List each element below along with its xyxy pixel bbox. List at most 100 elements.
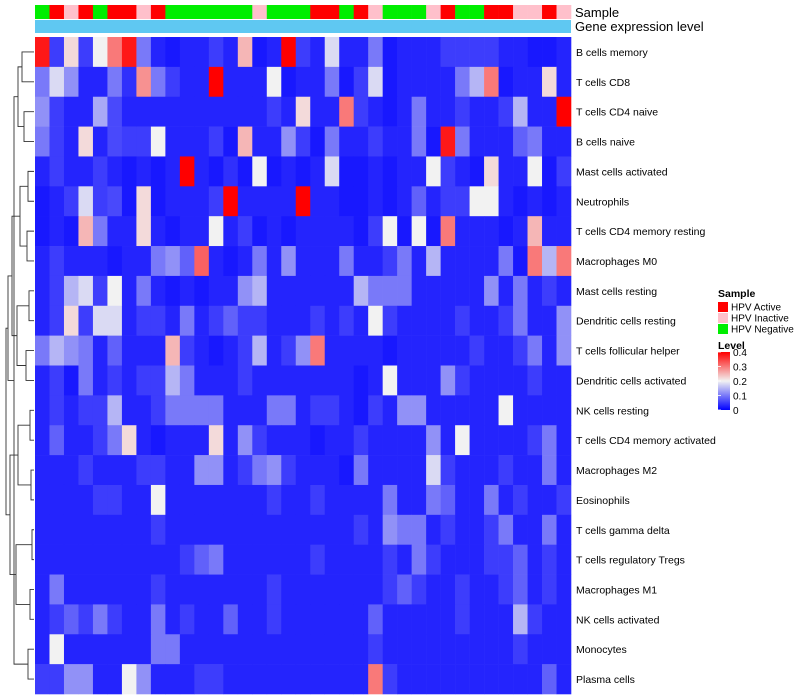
heatmap-cell: [150, 275, 166, 307]
sample-annotation-cell: [513, 5, 528, 19]
heatmap-cell: [455, 664, 470, 695]
row-label: NK cells activated: [576, 614, 660, 626]
heatmap-cell: [281, 514, 297, 545]
heatmap-cell: [63, 335, 79, 366]
heatmap-cell: [513, 216, 528, 247]
sample-annotation-cell: [92, 5, 108, 19]
heatmap-cell: [208, 246, 224, 277]
heatmap-cell: [49, 156, 65, 187]
heatmap-cell: [397, 126, 412, 157]
heatmap-cell: [484, 305, 499, 336]
heatmap-cell: [295, 514, 311, 545]
heatmap-cell: [382, 156, 398, 187]
heatmap-cell: [49, 246, 65, 277]
heatmap-cell: [194, 455, 210, 486]
heatmap-cell: [208, 156, 224, 187]
heatmap-cell: [469, 574, 485, 605]
heatmap-cell: [440, 216, 456, 247]
heatmap-cell: [556, 604, 572, 635]
sample-annotation-cell: [469, 5, 485, 19]
heatmap-cell: [469, 395, 485, 426]
dendrogram-branch: [17, 424, 31, 486]
heatmap-cell: [78, 246, 94, 277]
heatmap-cell: [469, 186, 485, 217]
heatmap-cell: [179, 186, 195, 217]
heatmap-cell: [339, 634, 355, 665]
heatmap-cell: [266, 604, 282, 635]
heatmap-cell: [78, 395, 94, 426]
heatmap-cell: [107, 66, 123, 98]
heatmap-cell: [353, 514, 369, 545]
heatmap-cell: [484, 96, 499, 127]
heatmap-cell: [237, 395, 253, 426]
heatmap-cell: [542, 455, 557, 486]
heatmap-cell: [542, 126, 557, 157]
heatmap-cell: [179, 216, 195, 247]
heatmap-cell: [165, 514, 181, 545]
heatmap-cell: [353, 484, 369, 516]
heatmap-cell: [208, 574, 224, 605]
heatmap-cell: [194, 246, 210, 277]
heatmap-cell: [382, 425, 398, 456]
heatmap-cell: [513, 37, 528, 68]
sample-annotation-cell: [310, 5, 326, 19]
heatmap-cell: [469, 604, 485, 635]
heatmap-cell: [208, 455, 224, 486]
heatmap-cell: [35, 335, 50, 366]
heatmap-cell: [165, 216, 181, 247]
heatmap-cell: [527, 156, 543, 187]
heatmap-cell: [542, 186, 557, 217]
heatmap-cell: [295, 544, 311, 575]
heatmap-cell: [397, 514, 412, 545]
heatmap-cell: [339, 455, 355, 486]
heatmap-cell: [426, 604, 441, 635]
heatmap-cell: [208, 335, 224, 366]
heatmap-cell: [266, 96, 282, 127]
heatmap-cell: [310, 335, 326, 366]
dendrogram-branch: [28, 290, 34, 322]
heatmap-cell: [397, 96, 412, 127]
heatmap-cell: [92, 37, 108, 68]
heatmap-cell: [353, 37, 369, 68]
heatmap-cell: [78, 66, 94, 98]
heatmap-cell: [527, 574, 543, 605]
heatmap-cell: [324, 365, 340, 396]
heatmap-cell: [208, 126, 224, 157]
heatmap-cell: [49, 484, 65, 516]
gene-expression-track-bar: [35, 20, 571, 33]
row-label: Eosinophils: [576, 495, 630, 507]
heatmap-cell: [165, 246, 181, 277]
heatmap-cell: [136, 664, 152, 695]
heatmap-cell: [295, 156, 311, 187]
heatmap-cell: [498, 126, 514, 157]
heatmap-cell: [513, 275, 528, 307]
heatmap-cell: [324, 455, 340, 486]
legend-tick-label: 0.2: [733, 377, 747, 388]
heatmap-cell: [78, 156, 94, 187]
heatmap-cell: [78, 365, 94, 396]
sample-annotation-cell: [542, 5, 557, 19]
heatmap-cell: [35, 395, 50, 426]
sample-annotation-cell: [281, 5, 297, 19]
heatmap-cell: [165, 126, 181, 157]
row-label: Dendritic cells resting: [576, 316, 676, 328]
heatmap-cell: [49, 126, 65, 157]
heatmap-cell: [49, 365, 65, 396]
heatmap-cell: [281, 246, 297, 277]
heatmap-cell: [397, 455, 412, 486]
heatmap-cell: [426, 664, 441, 695]
heatmap-cell: [179, 305, 195, 336]
heatmap-cell: [107, 335, 123, 366]
heatmap-cell: [368, 544, 383, 575]
row-label: T cells follicular helper: [576, 346, 680, 358]
heatmap-cell: [49, 634, 65, 665]
heatmap-cell: [556, 425, 572, 456]
heatmap-cell: [426, 455, 441, 486]
heatmap-cell: [310, 365, 326, 396]
heatmap-cell: [281, 335, 297, 366]
heatmap-cell: [194, 37, 210, 68]
heatmap-cell: [121, 365, 137, 396]
heatmap-cell: [527, 514, 543, 545]
heatmap-cell: [295, 305, 311, 336]
heatmap-cell: [556, 37, 572, 68]
